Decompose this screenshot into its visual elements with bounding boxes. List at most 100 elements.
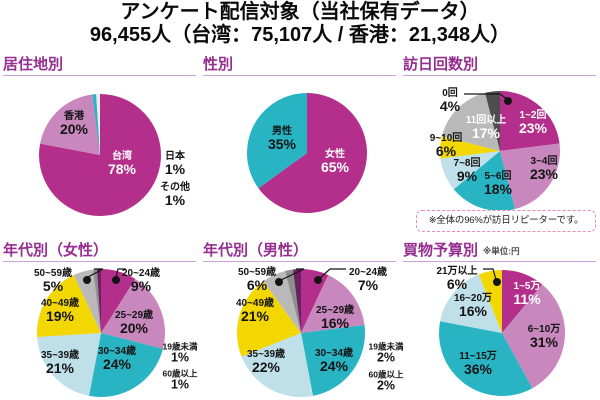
header-rule [3, 75, 196, 76]
pie-slice [263, 271, 301, 333]
pointer-dot [493, 278, 501, 286]
slice-label-name: 60歳以上 [162, 368, 198, 379]
slice-label-percent: 1% [170, 350, 190, 365]
pointer-line [280, 268, 305, 281]
slice-label: 40~49歳 21% [236, 298, 274, 324]
slice-label: 11回以上 17% [466, 115, 507, 141]
slice-label-percent: 20% [119, 320, 149, 336]
slice-label-name: 女性 [325, 149, 345, 160]
slice-label-percent: 16% [458, 303, 488, 319]
pie-svg [37, 268, 166, 398]
chart-visit-count: 訪日回数別 1~2回 23% 3~4回 23% 5~6回 18% 7~8回 9% 9~10回 6%… [400, 50, 600, 236]
slice-label-name: 35~39歳 [246, 349, 286, 360]
chart-age-male: 年代別（男性） 20~24歳 7% 25~29歳 16% 30~34歳 24% 35~39歳… [200, 236, 403, 400]
pie-slice [285, 269, 301, 333]
pie-chart-age-male: 20~24歳 7% 25~29歳 16% 30~34歳 24% 35~39歳 22% 40~49… [200, 236, 403, 400]
title-line-1: アンケート配信対象（当社保有データ） [120, 1, 480, 23]
slice-label-name: 40~49歳 [235, 298, 275, 309]
slice-label-name: 50~59歳 [237, 267, 277, 278]
pointer-dot [504, 97, 512, 105]
pie-chart-visit-count: 1~2回 23% 3~4回 23% 5~6回 18% 7~8回 9% 9~10回 6% 11回以上 1… [400, 50, 600, 236]
slice-label-percent: 5% [42, 278, 64, 294]
slice-label: その他 1% [160, 182, 190, 208]
main-title: アンケート配信対象（当社保有データ） 96,455人（台湾：75,107人 / … [0, 1, 600, 47]
pie-slice [37, 275, 101, 338]
slice-label-percent: 23% [518, 120, 548, 136]
slice-label-percent: 1% [164, 161, 186, 177]
pie-slice [241, 333, 313, 398]
slice-label-name: 3~4回 [530, 156, 558, 167]
slice-label: 50~59歳 5% [34, 268, 72, 294]
pointer-dot [83, 276, 91, 284]
header-rule [3, 261, 196, 262]
pie-slice [101, 278, 166, 349]
slice-label: 男性 35% [268, 126, 296, 152]
slice-label-name: 0回 [442, 88, 458, 99]
slice-label-name: 60歳以上 [368, 369, 404, 380]
slice-label-percent: 19% [45, 308, 75, 324]
chart-title-age-female: 年代別（女性） [3, 242, 109, 259]
pie-svg [236, 268, 366, 398]
slice-label-percent: 7% [357, 277, 379, 293]
slice-label: 20~24歳 7% [349, 267, 387, 293]
slice-label: 5~6回 18% [484, 171, 512, 197]
slice-label-percent: 24% [102, 356, 132, 372]
pie-svg [439, 268, 566, 397]
pointer-line [464, 93, 508, 100]
pie-chart-budget: 1~5万 11% 6~10万 31% 11~15万 36% 16~20万 16% 21万以上 6% [400, 236, 600, 400]
slice-label-percent: 36% [463, 361, 493, 377]
slice-label-name: 40~49歳 [40, 298, 80, 309]
unit-label: ※単位:円 [483, 246, 520, 256]
slice-label-name: 台湾 [112, 151, 132, 162]
slice-label-name: 6~10万 [527, 324, 561, 335]
header-rule [203, 261, 396, 262]
pie-slice [500, 91, 560, 151]
slice-label-percent: 18% [483, 181, 513, 197]
header-rule [403, 261, 596, 262]
slice-label-name: 9~10回 [429, 133, 463, 144]
slice-label-percent: 65% [320, 159, 350, 175]
pie-slice [246, 93, 307, 189]
repeater-note-box: ※全体の96%が訪日リピーターです。 [416, 210, 596, 232]
chart-title-gender: 性別 [203, 56, 234, 73]
chart-age-female: 年代別（女性） 20~24歳 9% 25~29歳 20% 30~34歳 24% 35~39歳… [0, 236, 200, 400]
slice-label-name: 19歳未満 [368, 341, 404, 352]
slice-label: 60歳以上 1% [163, 369, 198, 392]
slice-label-name: 5~6回 [484, 171, 512, 182]
slice-label-percent: 1% [170, 377, 190, 392]
pie-slice [440, 151, 500, 190]
slice-label: 19歳未満 2% [369, 342, 404, 365]
slice-label-name: 11回以上 [465, 115, 507, 126]
pie-slice [40, 94, 100, 155]
pointer-line [87, 268, 104, 278]
slice-label-percent: 2% [376, 378, 396, 393]
pie-slice [292, 269, 301, 333]
pie-chart-residence: 台湾 78% 香港 20% 日本 1% その他 1% [0, 50, 200, 236]
slice-label: 35~39歳 22% [247, 349, 285, 375]
slice-label: 女性 65% [321, 149, 349, 175]
slice-label: 香港 20% [60, 111, 88, 137]
chart-residence: 居住地別 台湾 78% 香港 20% 日本 1% その他 1% [0, 50, 200, 236]
chart-title-visit-count: 訪日回数別 [403, 56, 479, 73]
chart-title-budget-text: 買物予算別 [403, 242, 479, 259]
slice-label-name: 35~39歳 [40, 350, 80, 361]
slice-label-name: 1~5万 [513, 281, 541, 292]
pie-slice [73, 269, 101, 333]
pie-slice [89, 333, 163, 398]
pie-slice [37, 333, 101, 396]
pie-slice [502, 284, 566, 389]
slice-label-name: 30~34歳 [314, 348, 354, 359]
slice-label: 1~2回 23% [519, 110, 547, 136]
slice-label-name: 25~29歳 [114, 310, 154, 321]
slice-label: 50~59歳 6% [238, 267, 276, 293]
pie-slice [502, 270, 543, 333]
slice-label-percent: 31% [529, 334, 559, 350]
pie-svg [439, 91, 561, 211]
pie-slice [439, 136, 500, 159]
slice-label-percent: 20% [59, 121, 89, 137]
slice-label-name: 20~24歳 [121, 268, 161, 279]
slice-label-percent: 6% [435, 143, 457, 159]
slice-label: 1~5万 11% [513, 281, 540, 307]
pointer-line [483, 268, 497, 281]
